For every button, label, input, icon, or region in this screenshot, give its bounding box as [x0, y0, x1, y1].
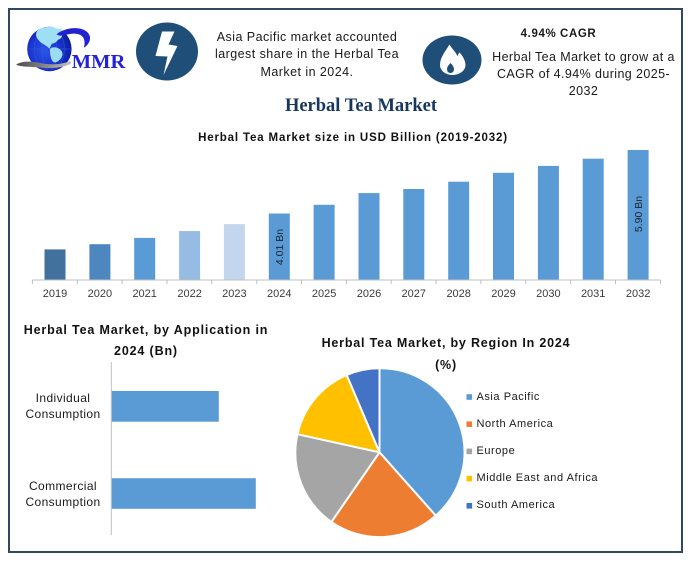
svg-text:MMR: MMR — [72, 51, 126, 73]
